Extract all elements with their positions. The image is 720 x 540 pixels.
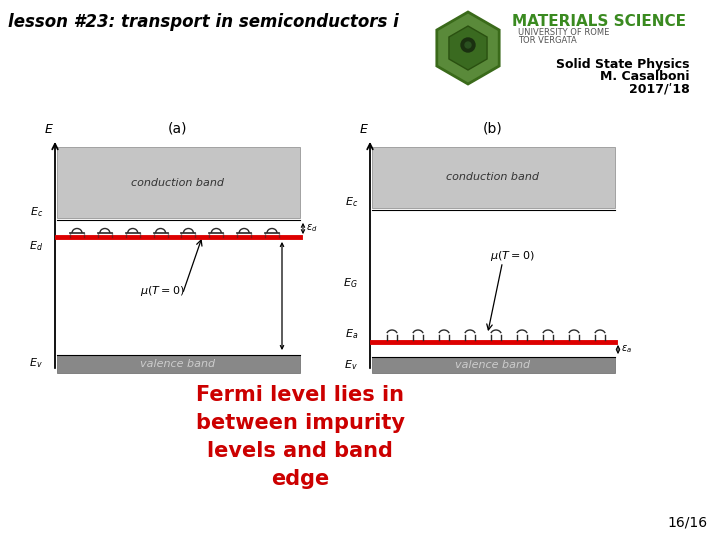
Text: valence band: valence band: [140, 359, 215, 369]
Text: $\mu(T=0)$: $\mu(T=0)$: [490, 249, 535, 263]
Text: $E_a$: $E_a$: [345, 327, 358, 341]
Text: conduction band: conduction band: [446, 172, 539, 183]
Text: Fermi level lies in
between impurity
levels and band
edge: Fermi level lies in between impurity lev…: [196, 385, 405, 489]
Text: M. Casalboni: M. Casalboni: [600, 70, 690, 83]
Text: lesson #23: transport in semiconductors i: lesson #23: transport in semiconductors …: [8, 13, 399, 31]
Text: $E_v$: $E_v$: [30, 356, 43, 370]
Text: $E_v$: $E_v$: [344, 358, 358, 372]
Text: valence band: valence band: [455, 360, 530, 370]
Text: UNIVERSITY OF ROME: UNIVERSITY OF ROME: [518, 28, 609, 37]
Bar: [57, 355, 300, 373]
Polygon shape: [437, 12, 499, 84]
Text: 16/16: 16/16: [668, 516, 708, 530]
Text: MATERIALS SCIENCE: MATERIALS SCIENCE: [512, 14, 686, 29]
Bar: [57, 147, 300, 218]
Bar: [372, 357, 615, 373]
Text: Solid State Physics: Solid State Physics: [557, 58, 690, 71]
Text: $E_c$: $E_c$: [30, 205, 43, 219]
Text: $E_G$: $E_G$: [343, 276, 358, 291]
Text: (b): (b): [482, 121, 503, 135]
Circle shape: [461, 38, 475, 52]
Text: TOR VERGATA: TOR VERGATA: [518, 36, 577, 45]
Text: $\varepsilon_d$: $\varepsilon_d$: [306, 222, 318, 234]
Bar: [372, 147, 615, 208]
Polygon shape: [449, 26, 487, 70]
Circle shape: [465, 42, 471, 48]
Text: $E_d$: $E_d$: [29, 239, 43, 253]
Text: $\mu(T=0)$: $\mu(T=0)$: [140, 284, 185, 298]
Text: conduction band: conduction band: [131, 178, 224, 187]
Text: E: E: [45, 123, 53, 136]
Text: (a): (a): [168, 121, 187, 135]
Text: $E_c$: $E_c$: [345, 195, 358, 209]
Text: $\varepsilon_a$: $\varepsilon_a$: [621, 343, 632, 355]
Text: 2017/ʹ18: 2017/ʹ18: [629, 82, 690, 95]
Text: E: E: [360, 123, 368, 136]
